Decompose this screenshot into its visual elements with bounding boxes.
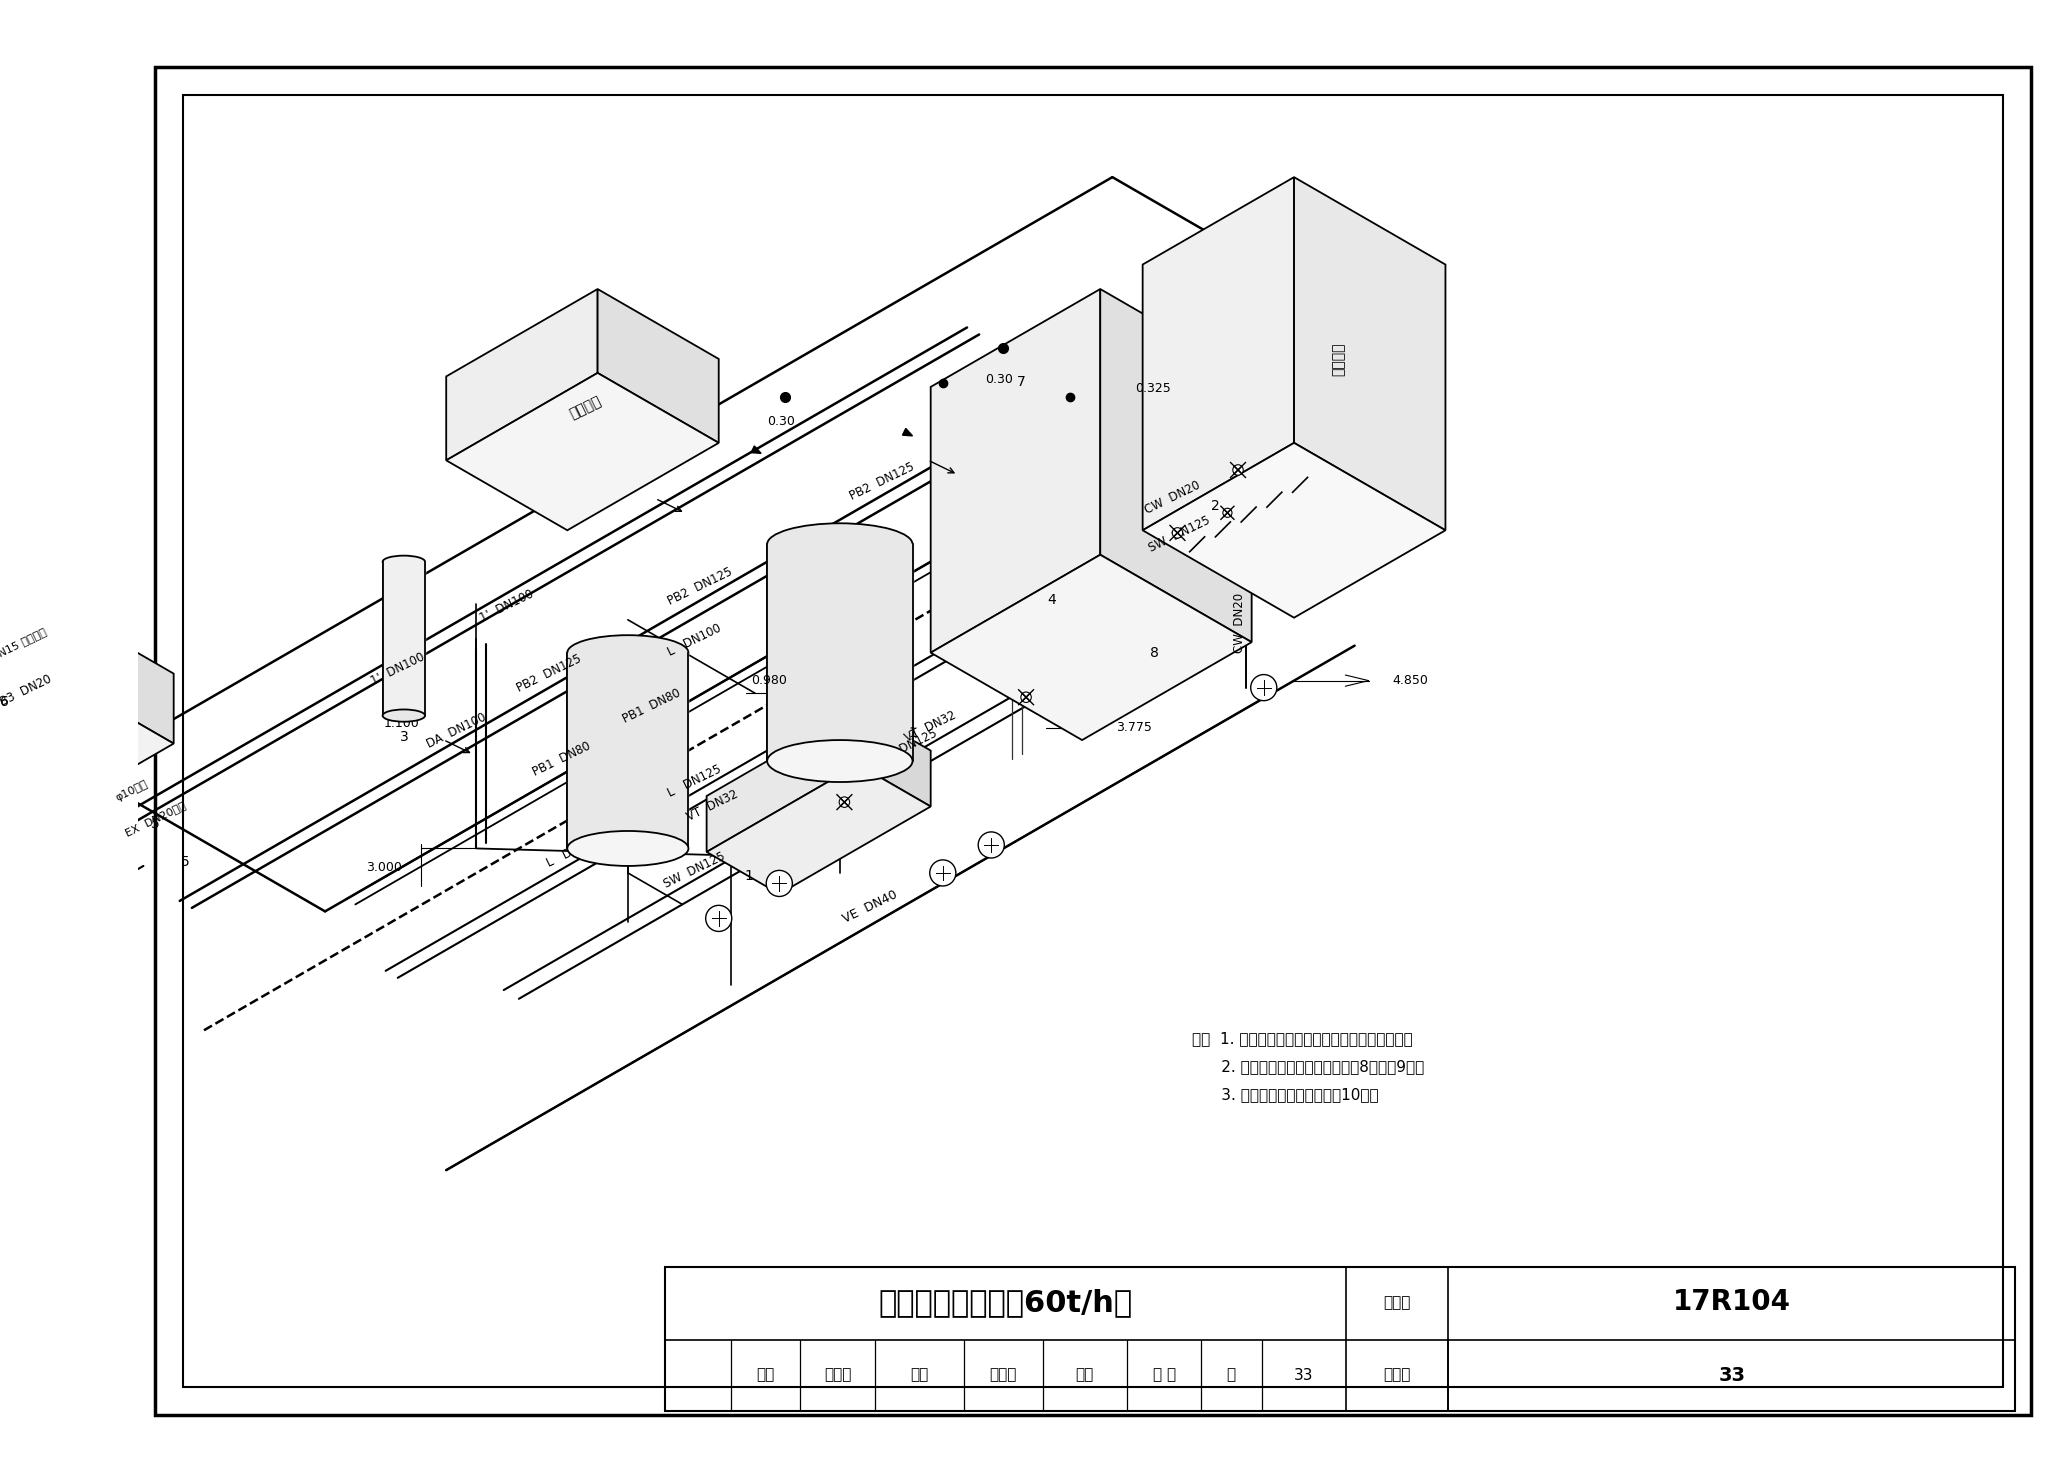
Text: 33: 33 xyxy=(1718,1365,1745,1384)
Polygon shape xyxy=(903,428,913,436)
Text: 校对: 校对 xyxy=(909,1368,928,1383)
Polygon shape xyxy=(53,603,174,744)
Text: 3: 3 xyxy=(399,729,408,744)
Ellipse shape xyxy=(383,710,426,722)
Text: 0.980: 0.980 xyxy=(752,674,786,686)
Polygon shape xyxy=(383,562,426,716)
Text: 3.775: 3.775 xyxy=(1116,722,1151,734)
Ellipse shape xyxy=(383,556,426,568)
Text: 1'  DN100: 1' DN100 xyxy=(477,587,537,625)
Polygon shape xyxy=(930,554,1251,740)
Polygon shape xyxy=(768,544,913,762)
Polygon shape xyxy=(598,289,719,443)
Text: 安玉生: 安玉生 xyxy=(989,1368,1016,1383)
Polygon shape xyxy=(567,652,688,849)
Text: 1: 1 xyxy=(745,870,754,883)
Bar xyxy=(666,1267,2015,1411)
Polygon shape xyxy=(446,373,719,531)
Polygon shape xyxy=(1143,443,1446,618)
Polygon shape xyxy=(446,289,598,461)
Text: 2: 2 xyxy=(1210,499,1221,513)
Text: 3.000: 3.000 xyxy=(367,861,401,873)
Circle shape xyxy=(1171,528,1182,538)
Polygon shape xyxy=(1100,289,1251,642)
Circle shape xyxy=(930,860,956,886)
Text: PB2  DN125: PB2 DN125 xyxy=(514,652,584,695)
Text: 1.100: 1.100 xyxy=(385,717,420,729)
Text: 4: 4 xyxy=(1047,593,1057,608)
Text: 设计: 设计 xyxy=(1075,1368,1094,1383)
Text: PB2  DN125: PB2 DN125 xyxy=(666,565,735,608)
Polygon shape xyxy=(930,289,1100,652)
Text: DA  DN100: DA DN100 xyxy=(426,710,489,750)
Text: L   DN125: L DN125 xyxy=(666,762,723,799)
Text: 图集号: 图集号 xyxy=(1384,1295,1411,1310)
Text: 3. 管道名称及管段号详见第10页。: 3. 管道名称及管段号详见第10页。 xyxy=(1192,1086,1378,1103)
Text: SW  DN125: SW DN125 xyxy=(874,728,940,768)
Text: 0.30: 0.30 xyxy=(768,415,795,428)
Circle shape xyxy=(1251,674,1276,701)
Circle shape xyxy=(840,797,850,808)
Text: φ10软管: φ10软管 xyxy=(113,780,150,803)
Text: 2. 设备名称、编号及图例详见第8页、第9页。: 2. 设备名称、编号及图例详见第8页、第9页。 xyxy=(1192,1060,1423,1074)
Text: 管道连接示意图（60t/h）: 管道连接示意图（60t/h） xyxy=(879,1288,1133,1317)
Text: 0.30: 0.30 xyxy=(985,373,1014,387)
Polygon shape xyxy=(752,446,762,453)
Circle shape xyxy=(1020,692,1032,702)
Text: 8: 8 xyxy=(1151,646,1159,659)
Polygon shape xyxy=(0,674,174,831)
Text: 7: 7 xyxy=(1018,375,1026,388)
Circle shape xyxy=(979,831,1004,858)
Ellipse shape xyxy=(567,636,688,670)
Text: 注：  1. 真空抽气管与真空泵进气管接口对焊焊接。: 注： 1. 真空抽气管与真空泵进气管接口对焊焊接。 xyxy=(1192,1031,1413,1046)
Text: 页: 页 xyxy=(1227,1368,1235,1383)
Text: 4.850: 4.850 xyxy=(1393,674,1427,688)
Ellipse shape xyxy=(768,523,913,565)
Text: CW  DN20: CW DN20 xyxy=(1233,593,1245,652)
Text: PB1  DN80: PB1 DN80 xyxy=(621,686,684,726)
Ellipse shape xyxy=(567,831,688,865)
Text: VT  DN32: VT DN32 xyxy=(684,788,741,824)
Ellipse shape xyxy=(768,740,913,782)
Text: 6: 6 xyxy=(0,695,8,708)
Text: PB2  DN125: PB2 DN125 xyxy=(848,459,918,502)
Text: 1: 1 xyxy=(907,726,918,740)
Text: L   DN125: L DN125 xyxy=(545,833,602,870)
Text: 33: 33 xyxy=(1294,1368,1313,1383)
Circle shape xyxy=(1233,465,1243,476)
Text: 审核: 审核 xyxy=(756,1368,774,1383)
Text: 软化水箱: 软化水箱 xyxy=(1331,342,1346,376)
Polygon shape xyxy=(707,708,858,852)
Circle shape xyxy=(1223,508,1233,517)
Polygon shape xyxy=(0,603,53,762)
Text: 17R104: 17R104 xyxy=(1673,1288,1790,1316)
Circle shape xyxy=(707,906,731,932)
Text: VE  DN40: VE DN40 xyxy=(840,888,899,925)
Polygon shape xyxy=(858,708,930,806)
Polygon shape xyxy=(1294,178,1446,531)
Text: 0.325: 0.325 xyxy=(1135,382,1171,396)
Polygon shape xyxy=(707,765,930,894)
Text: 车卫彤: 车卫彤 xyxy=(823,1368,852,1383)
Polygon shape xyxy=(1143,178,1294,531)
Text: 除氧水箱: 除氧水箱 xyxy=(567,394,604,421)
Text: 1'  DN100: 1' DN100 xyxy=(369,651,426,688)
Text: PB3  DN20: PB3 DN20 xyxy=(0,673,53,711)
Text: 5: 5 xyxy=(152,817,160,831)
Text: CW  DN20: CW DN20 xyxy=(1143,479,1202,516)
Text: VT  DN32: VT DN32 xyxy=(903,708,958,745)
Text: EX  DN20管箍: EX DN20管箍 xyxy=(123,800,186,837)
Text: 5: 5 xyxy=(182,855,190,870)
Text: SW  DN125: SW DN125 xyxy=(1147,514,1212,554)
Text: 图集号: 图集号 xyxy=(1384,1368,1411,1383)
Text: W  DN15 自来水管: W DN15 自来水管 xyxy=(0,627,47,670)
Circle shape xyxy=(766,870,793,897)
Text: 刘 达: 刘 达 xyxy=(1153,1368,1176,1383)
Text: L   DN100: L DN100 xyxy=(666,621,723,658)
Text: SW  DN125: SW DN125 xyxy=(662,849,727,891)
Text: PB1  DN80: PB1 DN80 xyxy=(530,740,592,778)
